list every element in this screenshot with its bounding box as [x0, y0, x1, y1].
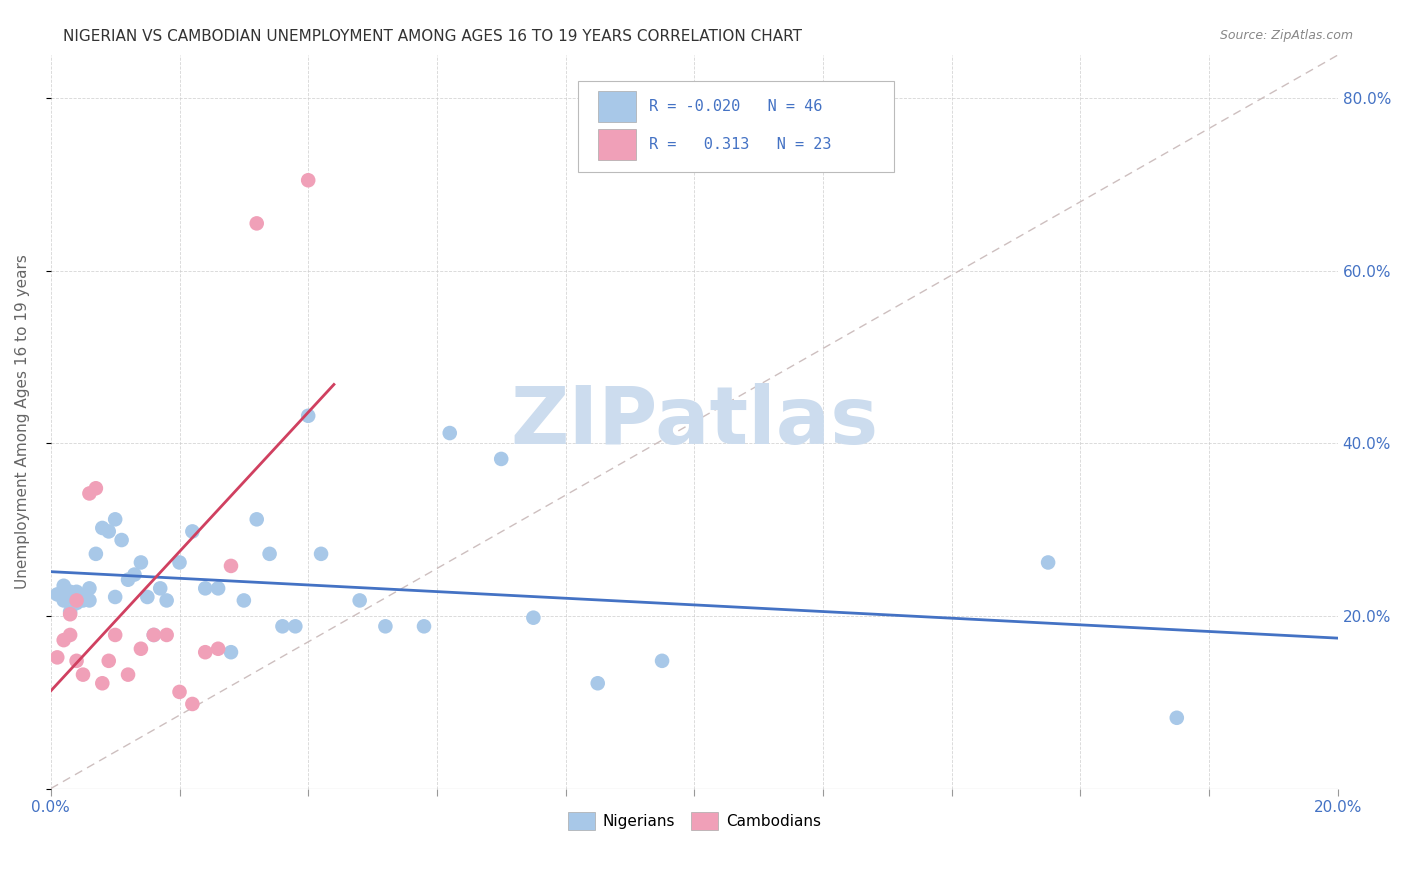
Point: [156, 593, 179, 607]
Text: Source: ZipAtlas.com: Source: ZipAtlas.com: [1219, 29, 1353, 42]
Point: [104, 512, 127, 526]
Point: [489, 451, 512, 466]
Point: [246, 512, 269, 526]
Point: [72, 667, 94, 681]
Y-axis label: Unemployment Among Ages 16 to 19 years: Unemployment Among Ages 16 to 19 years: [15, 254, 30, 590]
Point: [207, 582, 229, 596]
Point: [91, 676, 114, 690]
Point: [219, 558, 242, 573]
Text: NIGERIAN VS CAMBODIAN UNEMPLOYMENT AMONG AGES 16 TO 19 YEARS CORRELATION CHART: NIGERIAN VS CAMBODIAN UNEMPLOYMENT AMONG…: [63, 29, 803, 44]
Point: [104, 590, 127, 604]
Point: [79, 582, 101, 596]
Point: [297, 409, 319, 423]
Point: [194, 645, 217, 659]
Point: [374, 619, 396, 633]
FancyBboxPatch shape: [578, 81, 894, 172]
Point: [194, 582, 217, 596]
Point: [439, 425, 461, 440]
Point: [1036, 556, 1059, 570]
Point: [104, 628, 127, 642]
Point: [65, 596, 87, 610]
Point: [52, 593, 75, 607]
Point: [124, 567, 146, 582]
Point: [91, 521, 114, 535]
Point: [232, 593, 254, 607]
Point: [271, 619, 294, 633]
Point: [207, 641, 229, 656]
Point: [246, 216, 269, 230]
Point: [142, 628, 165, 642]
Point: [259, 547, 281, 561]
Point: [84, 481, 107, 495]
Point: [136, 590, 159, 604]
Text: R = -0.020   N = 46: R = -0.020 N = 46: [650, 99, 823, 114]
Point: [149, 582, 172, 596]
Point: [72, 593, 94, 607]
Point: [413, 619, 436, 633]
Point: [52, 633, 75, 648]
Point: [65, 584, 87, 599]
Point: [181, 697, 204, 711]
Point: [169, 685, 191, 699]
Point: [110, 533, 132, 547]
Point: [97, 654, 120, 668]
Point: [46, 587, 69, 601]
Point: [129, 641, 152, 656]
FancyBboxPatch shape: [598, 129, 637, 160]
Point: [46, 650, 69, 665]
Point: [142, 628, 165, 642]
Point: [79, 593, 101, 607]
Point: [117, 667, 139, 681]
FancyBboxPatch shape: [598, 91, 637, 122]
Point: [129, 556, 152, 570]
Legend: Nigerians, Cambodians: Nigerians, Cambodians: [561, 806, 827, 836]
Point: [59, 607, 82, 622]
Point: [65, 593, 87, 607]
Point: [651, 654, 673, 668]
Point: [586, 676, 609, 690]
Point: [117, 573, 139, 587]
Point: [72, 590, 94, 604]
Point: [65, 654, 87, 668]
Point: [309, 547, 332, 561]
Point: [52, 579, 75, 593]
Point: [219, 645, 242, 659]
Point: [59, 605, 82, 619]
Point: [59, 584, 82, 599]
Text: R =   0.313   N = 23: R = 0.313 N = 23: [650, 137, 832, 153]
Point: [181, 524, 204, 539]
Point: [59, 628, 82, 642]
Point: [522, 610, 544, 624]
Point: [79, 486, 101, 500]
Point: [297, 173, 319, 187]
Point: [97, 524, 120, 539]
Point: [1166, 711, 1188, 725]
Text: ZIPatlas: ZIPatlas: [510, 383, 879, 461]
Point: [156, 628, 179, 642]
Point: [169, 556, 191, 570]
Point: [84, 547, 107, 561]
Point: [349, 593, 371, 607]
Point: [284, 619, 307, 633]
